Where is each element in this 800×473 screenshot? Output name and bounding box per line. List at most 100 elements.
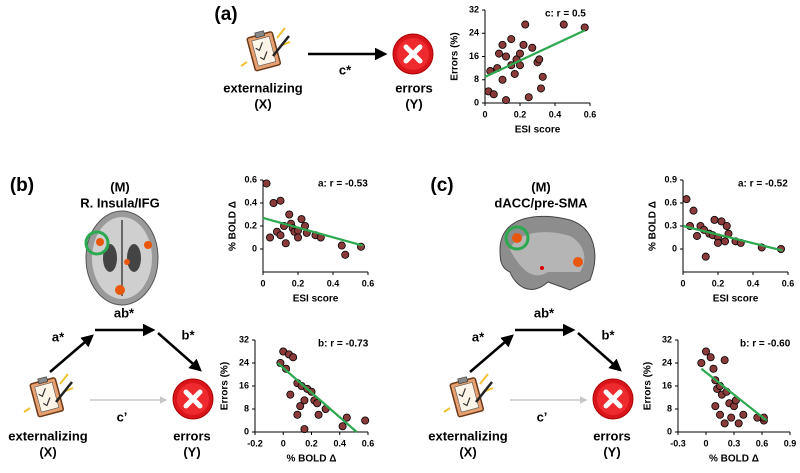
y-tick-label: 0.6 [244,174,257,184]
x-tick-label: 0.4 [549,109,562,119]
point [265,233,274,242]
x-axis-label: ESI score [713,294,759,305]
m-label: (M) [531,179,551,194]
path-label: b* [182,327,196,342]
point [519,40,528,49]
x-tick-label: 0.2 [712,278,725,288]
x-tick-label: 0.2 [514,109,527,119]
point [693,231,702,240]
point [286,390,295,399]
y-label: errors [593,428,631,443]
x-label: externalizing [428,428,508,443]
y-axis-label: Errors (%) [450,32,461,80]
x-label: externalizing [223,80,303,95]
externalizing-icon [22,372,75,419]
point [528,43,537,52]
point [297,215,306,224]
path-label: a* [472,329,485,344]
y-tick-label: 0.3 [664,220,677,230]
path-label: ab* [114,305,135,320]
errors-icon [173,379,213,419]
point [559,20,568,29]
point [580,23,589,32]
arrow [49,334,94,373]
y-tick-label: 16 [469,51,479,61]
panel-label: (c) [430,175,453,196]
y-tick-label: 0 [474,97,479,107]
y-tick-label: 16 [662,380,672,390]
y-tick-label: 24 [469,28,479,38]
y-tick-label: 32 [469,4,479,14]
x-tick-label: 0.4 [333,438,346,448]
x-axis-label: ESI score [293,294,339,305]
point [510,69,519,78]
y-label: errors [395,80,433,95]
point [538,72,547,81]
point [535,55,544,64]
x-sub: (X) [39,444,56,459]
point [341,250,350,259]
point [720,356,729,365]
m-region: R. Insula/IFG [80,195,159,210]
point [314,410,323,419]
point [498,75,507,84]
x-tick-label: -0.2 [247,438,263,448]
point [300,425,309,434]
point [710,215,719,224]
y-tick-label: 32 [239,334,249,344]
y-tick-label: 8 [474,74,479,84]
x-axis-label: % BOLD Δ [287,454,337,465]
fit-line [700,367,768,422]
x-sub: (X) [254,96,271,111]
x-tick-label: 0.4 [747,278,760,288]
point [706,353,715,362]
x-tick-label: 0.6 [362,278,375,288]
y-tick-label: 8 [667,403,672,413]
y-tick-label: 0.2 [244,220,257,230]
point [498,40,507,49]
errors-icon [393,34,433,74]
x-sub: (X) [459,444,476,459]
point [716,410,725,419]
m-label: (M) [110,179,130,194]
path-label: a* [52,329,65,344]
y-tick-label: 24 [662,357,672,367]
x-tick-label: 0.4 [327,278,340,288]
x-tick-label: 0.9 [784,438,797,448]
point [293,233,302,242]
point [507,35,516,44]
point [722,221,731,230]
y-tick-label: 0 [667,426,672,436]
y-tick-label: 0 [244,426,249,436]
panel-label: (b) [10,175,34,196]
y-tick-label: 24 [239,357,249,367]
point [711,402,720,411]
point [701,252,710,261]
point [721,237,730,246]
y-label: errors [173,428,211,443]
x-tick-label: 0.3 [728,438,741,448]
point [717,217,726,226]
point [516,49,525,58]
x-axis-label: % BOLD Δ [709,454,759,465]
fit-line [682,224,784,252]
point [697,358,706,367]
point [521,20,530,29]
path-label: c’ [117,409,128,424]
y-tick-label: 16 [239,380,249,390]
point [739,410,748,419]
panel-label: (a) [214,4,237,25]
x-tick-label: 0 [680,278,685,288]
x-tick-label: 0 [482,109,487,119]
point [313,399,322,408]
arrow [577,332,622,372]
y-tick-label: 0.4 [244,197,257,207]
y-tick-label: 0.9 [664,174,677,184]
y-sub: (Y) [183,444,200,459]
point [262,179,271,188]
y-axis-label: Errors (%) [643,362,654,410]
point [727,413,736,422]
point [293,410,302,419]
annotation: b: r = -0.60 [740,339,791,350]
